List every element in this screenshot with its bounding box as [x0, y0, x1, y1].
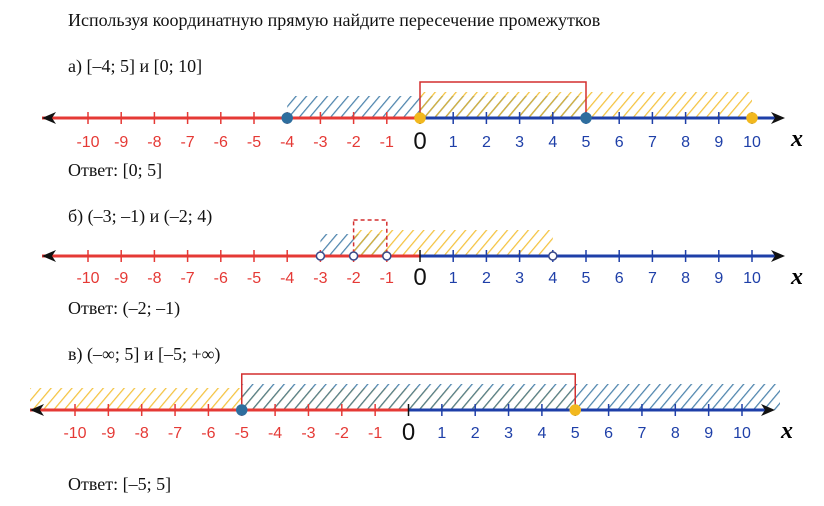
tick-label: -8 [147, 270, 161, 287]
tick-label: -6 [201, 425, 215, 442]
title: Используя координатную прямую найдите пе… [68, 10, 600, 30]
tick-label: -5 [247, 270, 261, 287]
endpoint [281, 112, 293, 124]
tick-label: 2 [482, 270, 491, 287]
tick-label: -7 [180, 134, 194, 151]
tick-label: 7 [648, 134, 657, 151]
endpoint [236, 404, 248, 416]
axis-variable: x [790, 264, 803, 290]
tick-label: 6 [615, 270, 624, 287]
problem-label: в) (–∞; 5] и [–5; +∞) [68, 344, 220, 365]
axis-variable: x [780, 418, 793, 444]
tick-label: 8 [681, 134, 690, 151]
tick-label: 5 [582, 134, 591, 151]
tick-label: 5 [582, 270, 591, 287]
tick-label: 0 [402, 419, 415, 446]
tick-label: 4 [548, 270, 557, 287]
tick-label: -10 [63, 425, 86, 442]
tick-label: 10 [743, 134, 761, 151]
endpoint [414, 112, 426, 124]
tick-label: 10 [743, 270, 761, 287]
endpoint [746, 112, 758, 124]
tick-label: 5 [571, 425, 580, 442]
tick-label: 1 [449, 270, 458, 287]
tick-label: 4 [537, 425, 546, 442]
tick-label: 9 [704, 425, 713, 442]
tick-label: 10 [733, 425, 751, 442]
tick-label: 3 [515, 270, 524, 287]
tick-label: -9 [114, 134, 128, 151]
tick-label: 8 [681, 270, 690, 287]
endpoint [580, 112, 592, 124]
tick-label: -2 [346, 134, 360, 151]
endpoint [382, 251, 392, 261]
arrow-right [771, 112, 785, 124]
arrow-right [771, 250, 785, 262]
tick-label: -10 [76, 270, 99, 287]
tick-label: 0 [413, 264, 426, 291]
tick-label: -1 [368, 425, 382, 442]
tick-label: -9 [101, 425, 115, 442]
tick-label: -7 [168, 425, 182, 442]
endpoint [548, 251, 558, 261]
tick-label: -9 [114, 270, 128, 287]
tick-label: 8 [671, 425, 680, 442]
tick-label: 1 [437, 425, 446, 442]
tick-label: -7 [180, 270, 194, 287]
tick-label: 7 [637, 425, 646, 442]
arrow-left [42, 112, 56, 124]
answer: Ответ: [0; 5] [68, 160, 162, 180]
tick-label: -8 [147, 134, 161, 151]
axis-variable: x [790, 126, 803, 152]
tick-label: 3 [515, 134, 524, 151]
tick-label: -4 [280, 270, 294, 287]
tick-label: 3 [504, 425, 513, 442]
tick-label: 2 [471, 425, 480, 442]
tick-label: -3 [313, 134, 327, 151]
tick-label: 4 [548, 134, 557, 151]
tick-label: 0 [413, 128, 426, 155]
tick-label: -3 [313, 270, 327, 287]
tick-label: 9 [714, 134, 723, 151]
tick-label: -2 [346, 270, 360, 287]
arrow-left [30, 404, 44, 416]
tick-label: -2 [335, 425, 349, 442]
tick-label: 7 [648, 270, 657, 287]
endpoint [348, 251, 359, 261]
tick-label: -3 [301, 425, 315, 442]
problem-label: б) (–3; –1) и (–2; 4) [68, 206, 212, 227]
arrow-left [42, 250, 56, 262]
arrow-right [761, 404, 775, 416]
tick-label: -1 [380, 270, 394, 287]
tick-label: -4 [268, 425, 282, 442]
answer: Ответ: [–5; 5] [68, 474, 171, 494]
endpoint [569, 404, 581, 416]
tick-label: 9 [714, 270, 723, 287]
problem-label: а) [–4; 5] и [0; 10] [68, 56, 202, 77]
hatch [241, 384, 780, 410]
tick-label: -4 [280, 134, 294, 151]
tick-label: -6 [214, 270, 228, 287]
tick-label: 6 [604, 425, 613, 442]
tick-label: -8 [135, 425, 149, 442]
tick-label: 1 [449, 134, 458, 151]
tick-label: 6 [615, 134, 624, 151]
tick-label: 2 [482, 134, 491, 151]
tick-label: -6 [214, 134, 228, 151]
tick-label: -5 [247, 134, 261, 151]
tick-label: -5 [235, 425, 249, 442]
endpoint [315, 251, 326, 261]
answer: Ответ: (–2; –1) [68, 298, 180, 319]
tick-label: -1 [380, 134, 394, 151]
tick-label: -10 [76, 134, 99, 151]
